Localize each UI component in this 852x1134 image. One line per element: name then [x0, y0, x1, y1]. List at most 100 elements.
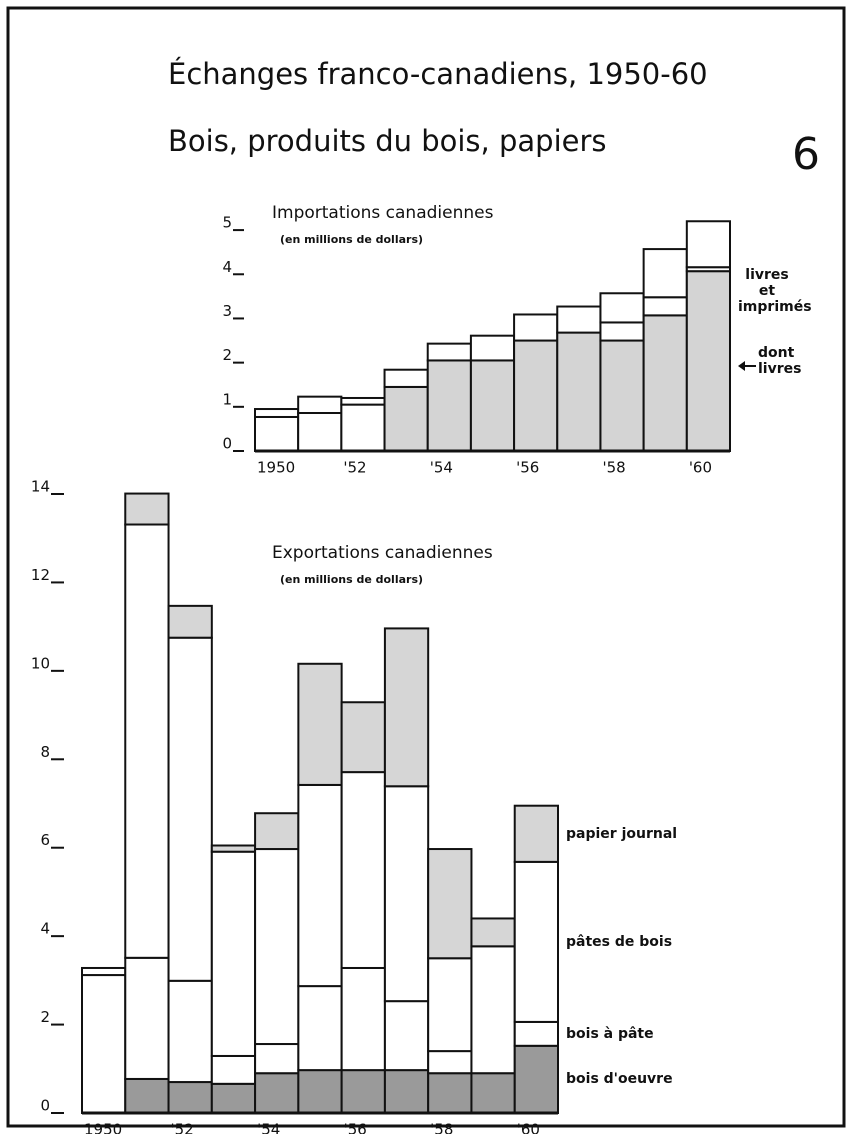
bar-segment	[556, 305, 602, 334]
bar-segment	[254, 408, 300, 418]
bar-segment	[427, 848, 473, 960]
bar-segment	[254, 1072, 300, 1115]
legend-label: pâtes de bois	[566, 933, 673, 950]
bar-segment	[254, 1043, 300, 1075]
bar-segment	[470, 1072, 516, 1115]
x-tick-label: '52	[343, 459, 366, 477]
bar-segment	[210, 1054, 257, 1085]
legend-label: bois à pâte	[566, 1025, 654, 1042]
bar-segment	[340, 966, 386, 1072]
x-tick-label: '52	[171, 1121, 194, 1134]
bar-segment	[426, 359, 472, 452]
bar-segment	[340, 701, 386, 774]
x-tick-label: '56	[516, 459, 539, 477]
bar-segment	[297, 985, 343, 1072]
y-tick-label: 1	[222, 390, 232, 408]
bar-segment	[340, 403, 386, 453]
x-tick-label: '56	[344, 1121, 367, 1134]
bar-segment	[470, 917, 516, 948]
legend-label: dont livres	[758, 345, 802, 378]
y-tick-label: 2	[222, 346, 232, 364]
y-tick-label: 14	[31, 478, 50, 496]
bar-segment	[513, 1020, 560, 1047]
bar-segment	[599, 292, 645, 324]
bar-segment	[254, 812, 300, 851]
bar-segment	[513, 313, 559, 342]
y-tick-label: 6	[40, 831, 50, 849]
chart-subtitle: (en millions de dollars)	[280, 573, 423, 586]
bar-segment	[513, 339, 559, 452]
bar-segment	[167, 1081, 213, 1115]
bar-segment	[685, 220, 731, 269]
bar-segment	[556, 331, 602, 452]
bar-segment	[513, 1044, 560, 1115]
bar-segment	[167, 604, 213, 639]
bar-segment	[470, 945, 516, 1075]
bar-segment	[254, 415, 300, 453]
bar-segment	[642, 314, 688, 452]
y-tick-label: 5	[222, 214, 232, 232]
bar-segment	[513, 804, 560, 863]
bar-segment	[124, 1077, 170, 1114]
x-tick-label: '58	[430, 1121, 453, 1134]
bar-segment	[81, 966, 127, 977]
bar-segment	[167, 636, 213, 982]
x-tick-label: '60	[517, 1121, 540, 1134]
y-tick-label: 3	[222, 302, 232, 320]
bar-segment	[124, 523, 170, 959]
bar-segment	[167, 979, 213, 1084]
legend-label: papier journal	[566, 825, 678, 842]
bar-segment	[297, 783, 343, 988]
y-tick-label: 2	[40, 1008, 50, 1026]
y-tick-label: 4	[222, 258, 232, 276]
bar-segment	[383, 785, 430, 1003]
bar-segment	[427, 1072, 473, 1115]
y-tick-label: 0	[222, 435, 232, 453]
bar-segment	[383, 385, 429, 453]
x-tick-label: 1950	[84, 1121, 122, 1134]
page-title: Échanges franco-canadiens, 1950-60	[168, 57, 708, 91]
bar-segment	[513, 860, 560, 1023]
bar-segment	[383, 627, 430, 788]
bar-segment	[340, 396, 386, 406]
y-tick-label: 12	[31, 566, 50, 584]
figure-number: 6	[792, 129, 820, 180]
chart-title: Importations canadiennes	[272, 203, 494, 223]
bar-segment	[383, 1069, 430, 1115]
bar-segment	[426, 342, 472, 362]
bar-segment	[427, 1050, 473, 1075]
chart-title: Exportations canadiennes	[272, 543, 493, 563]
bar-segment	[124, 492, 170, 526]
x-tick-label: '54	[430, 459, 453, 477]
bar-segment	[297, 395, 343, 415]
bar-segment	[685, 270, 731, 452]
x-tick-label: '54	[257, 1121, 280, 1134]
y-tick-label: 4	[40, 920, 50, 938]
bar-segment	[254, 848, 300, 1046]
bar-segment	[469, 359, 516, 452]
bar-segment	[81, 974, 127, 1115]
x-tick-label: 1950	[257, 459, 295, 477]
bar-segment	[642, 296, 688, 317]
y-tick-label: 0	[40, 1097, 50, 1115]
page-subtitle: Bois, produits du bois, papiers	[168, 124, 607, 158]
bar-segment	[599, 321, 645, 342]
bar-segment	[383, 368, 429, 388]
bar-segment	[210, 1082, 257, 1115]
bar-segment	[427, 957, 473, 1053]
bar-segment	[297, 412, 343, 452]
y-tick-label: 8	[40, 743, 50, 761]
bar-segment	[642, 248, 688, 299]
chart-subtitle: (en millions de dollars)	[280, 233, 423, 246]
frame	[6, 6, 846, 1128]
y-tick-label: 10	[31, 654, 50, 672]
bar-segment	[599, 339, 645, 452]
bar-segment	[210, 850, 257, 1057]
bar-segment	[210, 844, 257, 853]
x-tick-label: '58	[602, 459, 625, 477]
arrow-head	[738, 361, 745, 371]
x-tick-label: '60	[689, 459, 712, 477]
legend-label: bois d'oeuvre	[566, 1071, 673, 1088]
